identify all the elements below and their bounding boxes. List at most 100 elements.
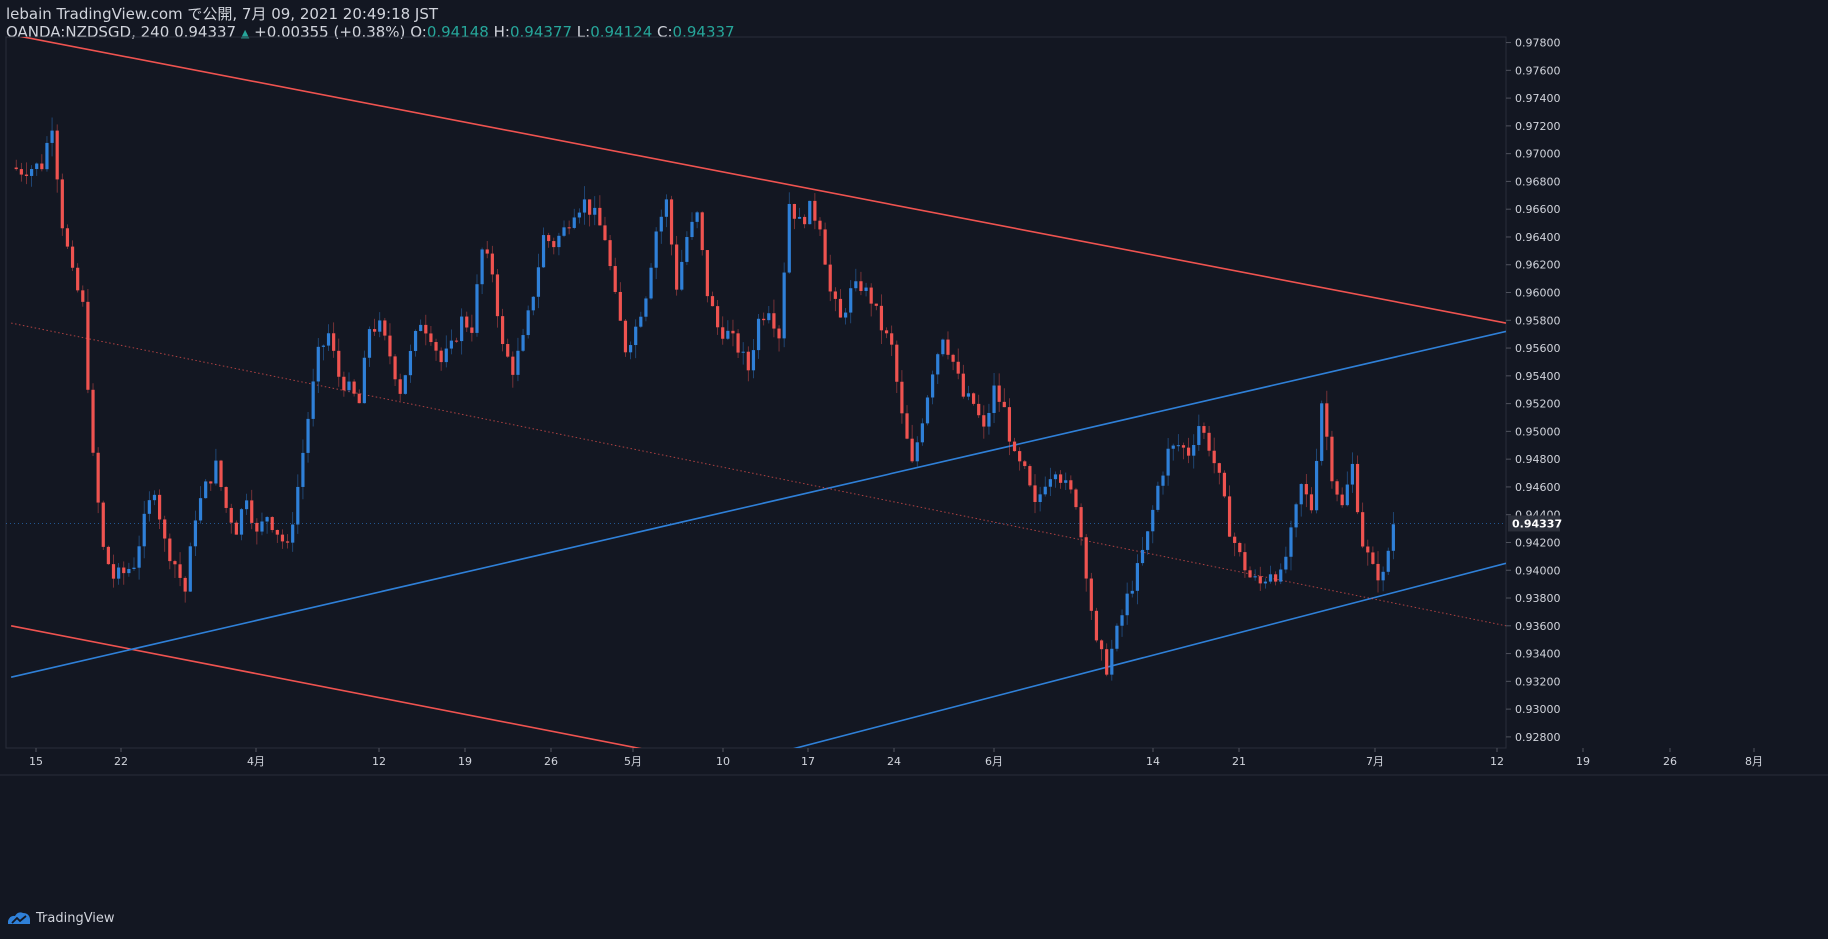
candle-body — [567, 227, 571, 229]
candle-body — [275, 529, 279, 535]
candle-body — [1110, 648, 1114, 675]
candle-body — [326, 333, 331, 346]
y-tick-label: 0.95400 — [1515, 370, 1561, 383]
candle-body — [1166, 448, 1170, 476]
candle-body — [398, 379, 402, 394]
candle-body — [803, 216, 807, 225]
candle-body — [362, 357, 366, 404]
candle-body — [1181, 445, 1186, 448]
channel-line-2 — [10, 330, 1506, 678]
y-tick-label: 0.95200 — [1515, 398, 1561, 411]
candle-body — [342, 376, 346, 391]
candle-body — [603, 225, 607, 241]
candle-body — [45, 142, 49, 170]
candle-body — [506, 344, 510, 357]
candle-body — [321, 345, 326, 347]
channel-line-3 — [793, 562, 1506, 748]
candle-body — [700, 212, 704, 251]
candle-body — [890, 333, 894, 345]
candle-body — [1279, 569, 1283, 582]
candle-body — [787, 203, 791, 273]
candle-body — [444, 348, 448, 363]
candle-body — [552, 241, 556, 248]
candle-body — [1197, 426, 1201, 446]
candle-body — [690, 221, 694, 238]
candle-body — [60, 179, 64, 229]
y-tick-label: 0.97000 — [1515, 148, 1561, 161]
candle-body — [925, 397, 930, 424]
channel-line-0 — [19, 37, 1506, 324]
y-tick-label: 0.93600 — [1515, 620, 1561, 633]
candle-body — [1125, 593, 1129, 616]
candle-body — [147, 500, 151, 514]
candle-body — [378, 320, 382, 332]
candle-body — [429, 333, 433, 343]
candle-body — [669, 199, 674, 245]
candle-body — [1263, 581, 1267, 584]
y-tick-label: 0.96000 — [1515, 287, 1561, 300]
candle-body — [91, 389, 95, 453]
candle-body — [1089, 578, 1093, 611]
x-tick-label: 24 — [887, 755, 901, 768]
candle-body — [736, 333, 740, 353]
candle-body — [726, 330, 730, 339]
candle-body — [332, 333, 336, 351]
tradingview-footer[interactable]: TradingView — [6, 910, 115, 926]
candle-body — [29, 169, 34, 176]
candle-body — [869, 287, 873, 304]
x-tick-label: 22 — [114, 755, 128, 768]
candle-body — [1371, 552, 1375, 564]
candle-body — [347, 381, 351, 391]
candle-body — [1335, 481, 1339, 495]
candle-body — [541, 235, 546, 268]
candle-body — [24, 174, 29, 176]
candle-body — [193, 520, 198, 547]
candle-body — [1274, 574, 1278, 582]
y-tick-label: 0.95800 — [1515, 314, 1561, 327]
candle-body — [956, 361, 960, 374]
y-tick-label: 0.97200 — [1515, 120, 1561, 133]
candle-body — [1391, 524, 1395, 551]
candle-body — [772, 313, 776, 329]
candle-body — [1146, 531, 1150, 550]
candle-body — [920, 423, 924, 443]
candle-body — [306, 418, 310, 453]
candle-body — [634, 326, 638, 346]
candle-body — [173, 561, 177, 565]
candle-body — [1268, 574, 1273, 582]
candle-body — [731, 330, 735, 334]
candle-body — [859, 281, 863, 291]
candle-body — [1105, 649, 1109, 675]
candle-body — [255, 522, 259, 532]
candle-body — [1176, 445, 1180, 447]
candle-body — [296, 486, 300, 525]
candle-body — [716, 306, 720, 328]
x-tick-label: 5月 — [624, 755, 642, 768]
candle-body — [598, 207, 602, 226]
candle-body — [797, 216, 802, 219]
candle-body — [229, 507, 233, 523]
candle-body — [383, 320, 387, 336]
y-tick-label: 0.94000 — [1515, 564, 1561, 577]
candle-body — [449, 340, 453, 349]
candle-body — [183, 577, 187, 592]
candle-body — [132, 567, 136, 569]
candle-body — [997, 385, 1001, 402]
candle-body — [664, 199, 669, 217]
candle-body — [454, 340, 459, 342]
candle-body — [209, 481, 213, 484]
plot-frame — [5, 36, 1507, 749]
candle-body — [245, 500, 249, 510]
candle-body — [721, 327, 725, 339]
candle-body — [623, 320, 628, 353]
candle-body — [14, 167, 18, 170]
candle-body — [1299, 484, 1303, 505]
candle-body — [373, 329, 377, 332]
candle-body — [1038, 494, 1042, 503]
candle-body — [879, 305, 884, 331]
candle-body — [465, 316, 469, 328]
candle-body — [439, 350, 443, 363]
candle-body — [460, 316, 464, 342]
candle-body — [864, 287, 868, 291]
